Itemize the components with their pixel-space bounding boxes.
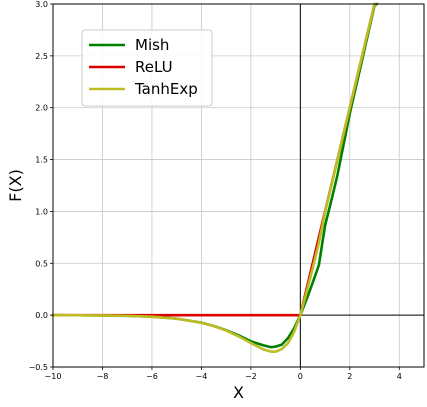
series-lines xyxy=(51,2,379,354)
legend-label-tanhexp: TanhExp xyxy=(134,80,198,98)
y-tick-label: 0.0 xyxy=(35,311,48,320)
legend-items: Mish ReLU TanhExp xyxy=(89,36,198,98)
legend: Mish ReLU TanhExp xyxy=(81,29,213,107)
x-tick-label: −8 xyxy=(97,372,109,381)
y-tick-label: 1.5 xyxy=(35,156,48,165)
legend-box xyxy=(81,29,213,107)
y-tick-label: 3.0 xyxy=(35,0,48,9)
y-axis-label: F(X) xyxy=(6,169,25,202)
y-tick-label: −0.5 xyxy=(29,363,48,372)
y-tick-label: 2.0 xyxy=(35,104,48,113)
x-tick-label: −6 xyxy=(146,372,158,381)
x-tick-label: −10 xyxy=(45,372,62,381)
legend-label-mish: Mish xyxy=(135,36,169,54)
y-tick-label: 1.0 xyxy=(35,207,48,216)
x-axis-label: X xyxy=(233,383,244,402)
x-tick-label: 4 xyxy=(397,372,402,381)
x-tick-label: −2 xyxy=(245,372,257,381)
legend-label-relu: ReLU xyxy=(135,58,173,76)
x-tick-label: −4 xyxy=(196,372,208,381)
y-tick-label: 0.5 xyxy=(35,259,48,268)
x-tick-label: 2 xyxy=(347,372,352,381)
series-line-tanhexp xyxy=(51,2,378,354)
y-axis-ticks: −0.5 0.0 0.5 1.0 1.5 2.0 2.5 3.0 xyxy=(29,0,53,372)
plot-frame xyxy=(52,3,425,368)
y-tick-label: 2.5 xyxy=(35,52,48,61)
x-axis-ticks: −10 −8 −6 −4 −2 0 2 4 xyxy=(45,367,402,381)
x-tick-label: 0 xyxy=(298,372,303,381)
